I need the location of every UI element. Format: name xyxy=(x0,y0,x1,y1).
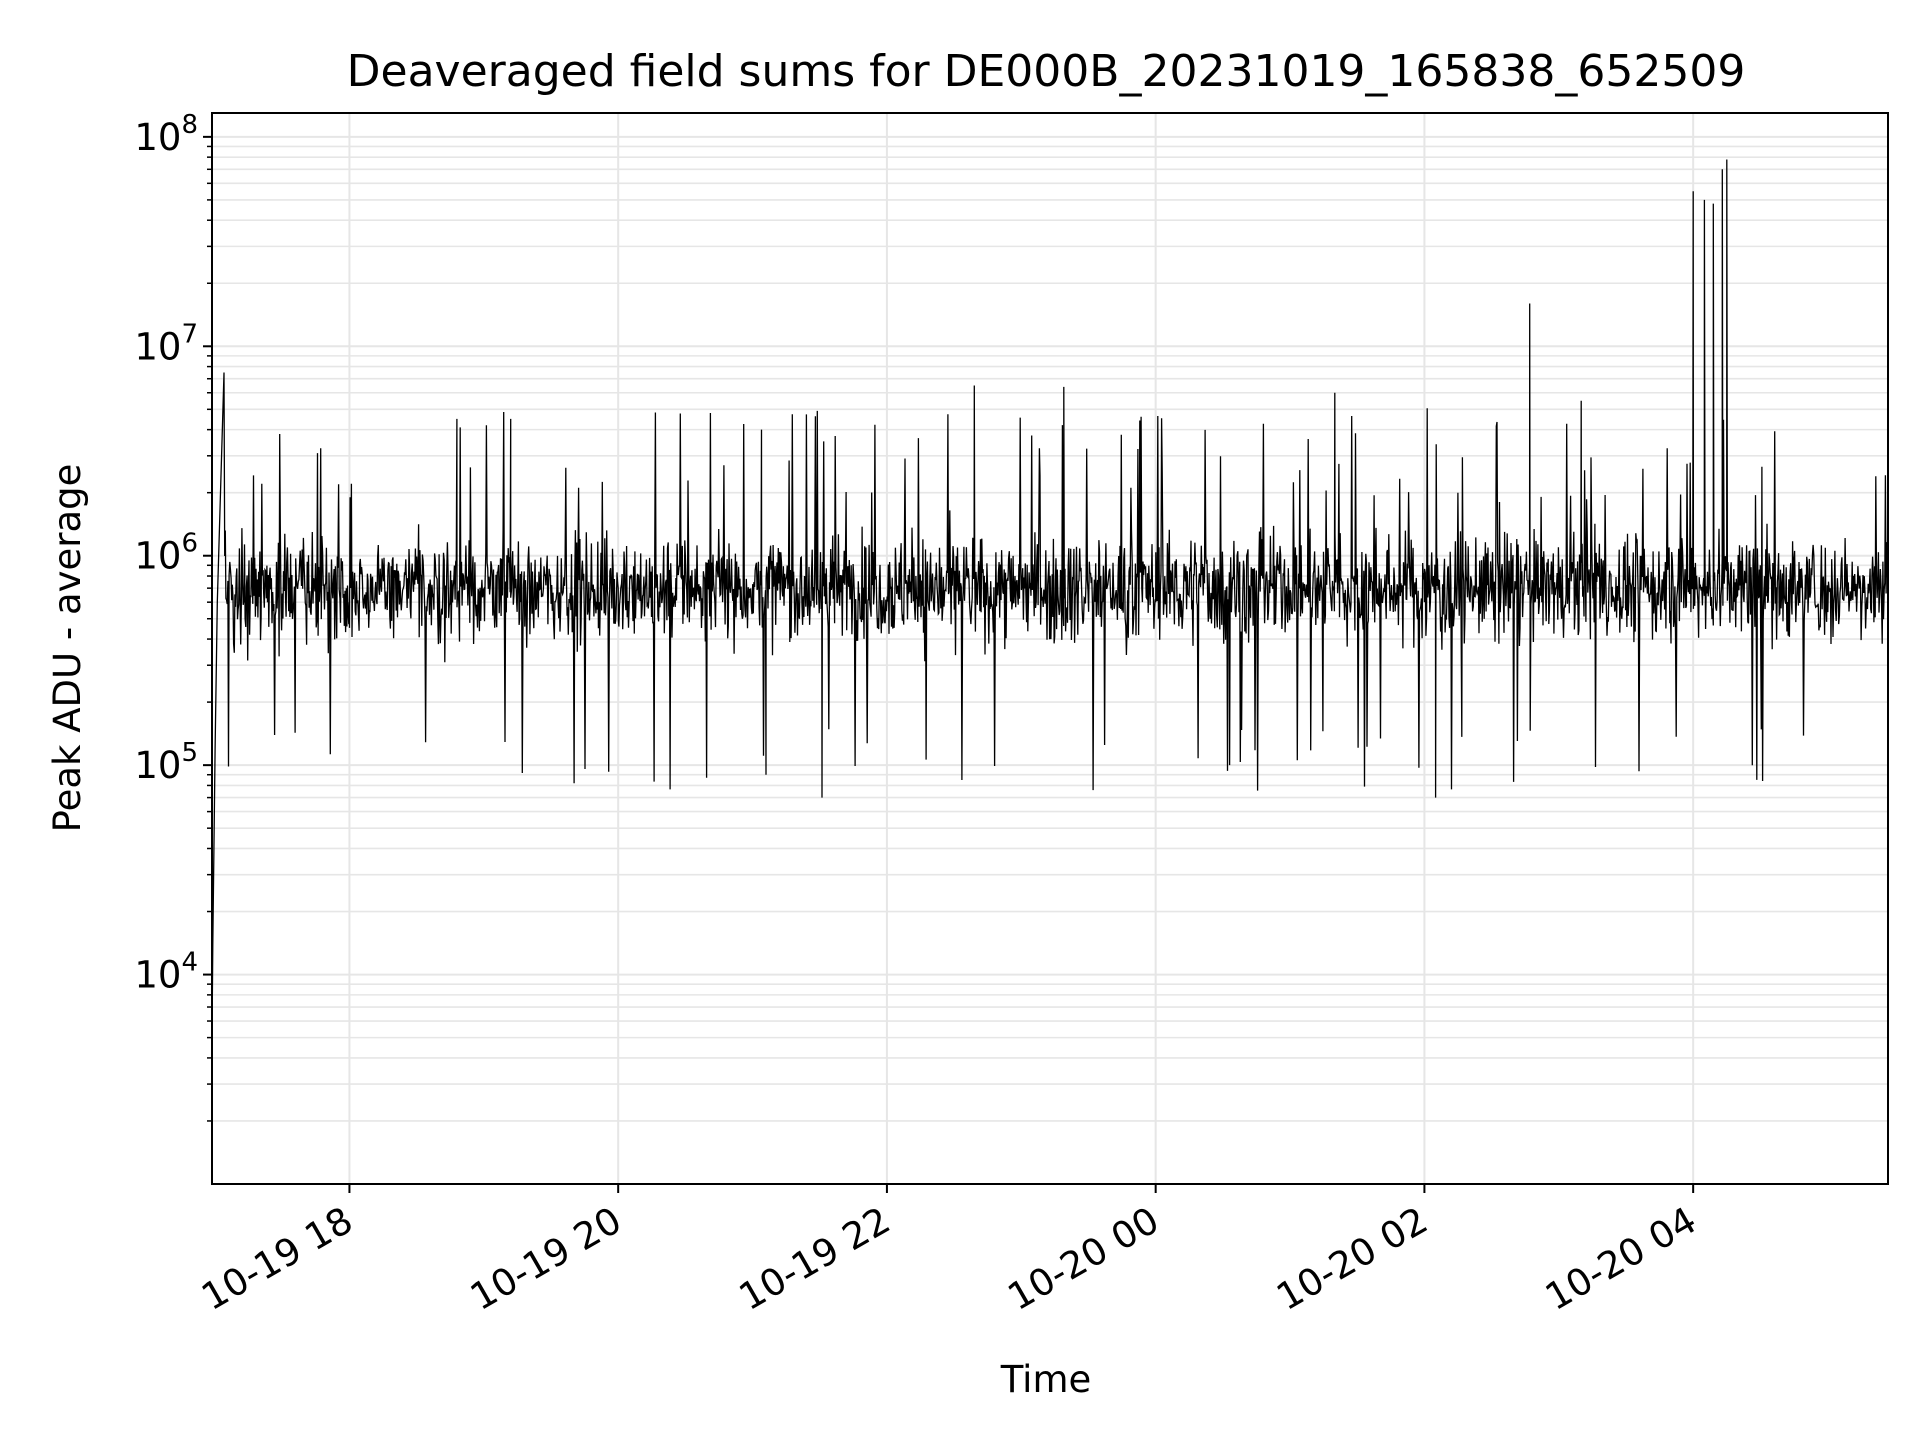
y-tick-exponent: 7 xyxy=(181,319,198,349)
y-tick-label: 107 xyxy=(134,319,198,368)
y-tick-label: 105 xyxy=(134,738,198,787)
y-tick-label: 108 xyxy=(134,110,198,159)
y-tick-base: 10 xyxy=(134,325,181,368)
chart-title: Deaveraged field sums for DE000B_2023101… xyxy=(347,46,1746,97)
y-tick-base: 10 xyxy=(134,535,181,578)
y-tick-exponent: 5 xyxy=(181,738,198,768)
y-tick-exponent: 6 xyxy=(181,529,198,559)
y-tick-label: 106 xyxy=(134,529,198,578)
y-tick-base: 10 xyxy=(134,954,181,997)
x-axis-label: Time xyxy=(1000,1358,1092,1401)
y-tick-base: 10 xyxy=(134,116,181,159)
y-tick-base: 10 xyxy=(134,744,181,787)
plot-area xyxy=(212,159,1888,1038)
series-line xyxy=(212,159,1888,1038)
y-axis-label: Peak ADU - average xyxy=(46,464,89,833)
y-tick-exponent: 8 xyxy=(181,110,198,140)
grid xyxy=(212,113,1888,1184)
plot-frame xyxy=(211,112,1889,1185)
y-tick-exponent: 4 xyxy=(181,948,198,978)
y-tick-label: 104 xyxy=(134,948,198,997)
